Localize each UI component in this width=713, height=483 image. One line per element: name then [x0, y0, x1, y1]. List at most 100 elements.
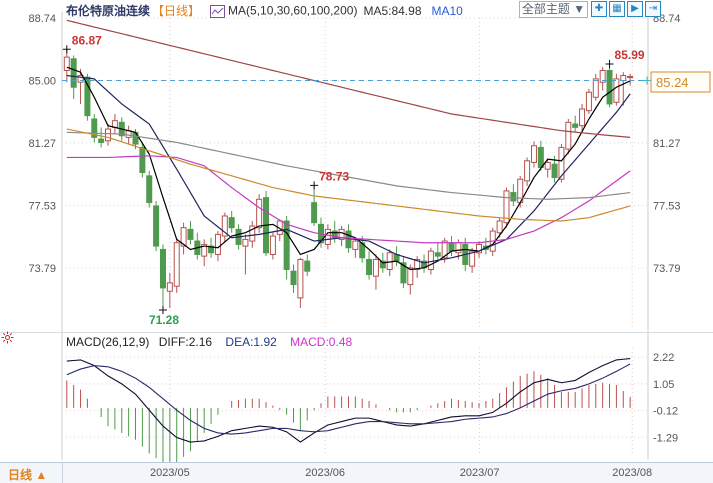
candlestick: [153, 205, 160, 247]
candlestick: [311, 202, 318, 224]
ma-line-MA60: [66, 131, 631, 200]
price-axis-tick-right: 77.53: [653, 200, 681, 212]
candlestick: [63, 56, 70, 72]
macd-diff-value: DIFF:2.16: [158, 335, 213, 349]
candlestick: [544, 161, 551, 170]
macd-value: MACD:0.48: [290, 335, 353, 349]
candlestick: [592, 78, 599, 98]
extreme-marker: [158, 305, 167, 314]
price-axis-tick-right: 81.27: [653, 138, 681, 150]
candlestick: [180, 227, 187, 247]
candlestick: [414, 258, 421, 270]
month-label: 2023/07: [459, 467, 500, 479]
candlestick: [599, 70, 606, 83]
theme-dropdown[interactable]: 全部主题 ▼: [519, 1, 588, 18]
current-price-marker: [643, 76, 651, 85]
candlestick: [331, 230, 338, 239]
annotation-label: 71.28: [149, 313, 179, 327]
ma-line-MA200: [66, 19, 631, 138]
play-forward-icon[interactable]: ▶: [627, 1, 643, 17]
indicator-settings-icon[interactable]: [1, 331, 14, 349]
month-label: 2023/06: [305, 467, 345, 479]
candlestick: [166, 282, 173, 292]
macd-formula-label: MACD(26,12,9): [66, 335, 150, 349]
candlestick: [269, 235, 276, 255]
current-price-label: 85.24: [656, 75, 689, 90]
candlestick: [579, 108, 586, 127]
candlestick: [91, 118, 98, 138]
candlestick: [400, 262, 407, 284]
candlestick: [627, 76, 634, 79]
month-label: 2023/08: [612, 467, 653, 479]
candlestick: [366, 258, 373, 276]
candlestick: [98, 138, 105, 143]
ma-indicator-icon: [210, 5, 226, 18]
candlestick: [84, 76, 91, 117]
ma10-value-label: MA10: [431, 3, 463, 18]
triangle-up-icon: ▲: [35, 468, 48, 482]
candlestick: [372, 258, 379, 277]
candlestick: [620, 75, 627, 82]
candlestick: [228, 217, 235, 229]
ma5-value-label: MA5:84.98: [363, 3, 422, 18]
candlestick: [139, 146, 146, 174]
candlestick: [283, 220, 290, 270]
candlestick: [407, 267, 414, 286]
candlestick: [537, 146, 544, 168]
chart-header: 布伦特原油连续 【日线】 MA(5,10,30,60,100,200) MA5:84.…: [66, 2, 463, 18]
price-axis-tick-left: 81.27: [28, 138, 56, 150]
candlestick: [427, 250, 434, 270]
extreme-marker: [62, 45, 71, 54]
candlestick: [441, 240, 448, 259]
candlestick: [613, 78, 620, 103]
candlestick: [448, 242, 455, 252]
candlestick: [386, 252, 393, 270]
candlestick: [585, 91, 592, 112]
candlestick: [304, 260, 311, 272]
extreme-marker: [310, 181, 319, 190]
instrument-title: 布伦特原油连续: [66, 4, 151, 18]
candlestick: [338, 228, 345, 240]
macd-axis-tick: -0.12: [653, 406, 678, 418]
candlestick: [530, 145, 537, 163]
pan-tool-icon[interactable]: ✚: [591, 1, 607, 17]
candlestick: [173, 242, 180, 287]
candlestick: [221, 215, 228, 237]
candlestick: [572, 123, 579, 128]
macd-header: MACD(26,12,9) DIFF:2.16 DEA:1.92 MACD:0.…: [66, 335, 352, 349]
divider: [62, 463, 63, 483]
ma-line-MA30: [66, 155, 631, 244]
axis-zoom-icon[interactable]: ▦: [609, 1, 625, 17]
candlestick: [187, 228, 194, 240]
price-axis-tick-left: 88.74: [28, 13, 56, 25]
candlestick: [297, 258, 304, 299]
candlestick: [510, 192, 517, 202]
shift-right-icon[interactable]: ⇥: [645, 1, 661, 17]
candlestick: [558, 146, 565, 180]
candlestick: [77, 75, 84, 83]
candlestick: [434, 252, 441, 257]
ma-settings-label: MA(5,10,30,60,100,200): [228, 3, 358, 18]
candlestick: [469, 250, 476, 267]
macd-dea-value: DEA:1.92: [225, 335, 277, 349]
candlestick: [214, 233, 221, 255]
candlestick: [146, 175, 153, 204]
candlestick: [352, 240, 359, 250]
macd-axis-tick: 1.05: [653, 379, 674, 391]
annotation-label: 85.99: [615, 48, 645, 62]
time-axis-bar: 日线 ▲ 2023/05 2023/06 2023/07 2023/08: [0, 462, 713, 483]
period-tag: 【日线】: [152, 4, 201, 18]
annotation-label: 78.73: [319, 169, 349, 183]
candlestick: [524, 160, 531, 182]
current-price-label-box: [650, 71, 711, 93]
month-label: 2023/05: [149, 467, 190, 479]
candlestick: [105, 128, 112, 142]
annotation-label: 86.87: [72, 33, 102, 47]
candlestick: [606, 70, 613, 105]
candlestick: [476, 243, 482, 254]
candlestick: [242, 238, 249, 247]
candlestick: [551, 163, 558, 179]
period-selector[interactable]: 日线 ▲: [8, 468, 48, 482]
